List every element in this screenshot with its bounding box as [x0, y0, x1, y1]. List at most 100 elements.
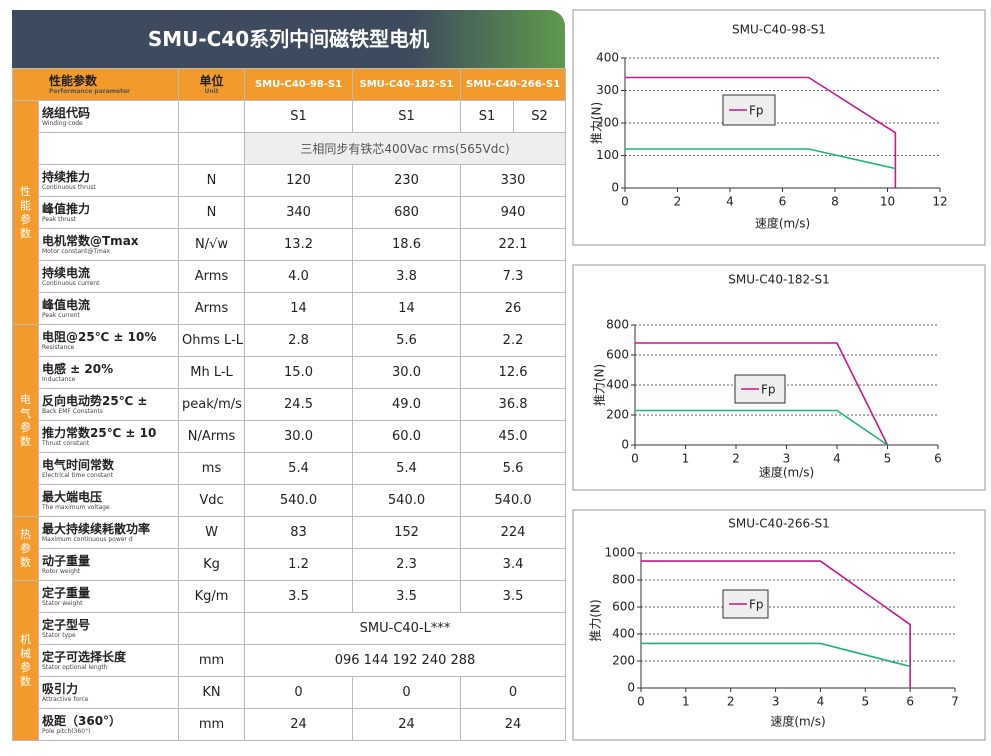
value-cell: 2.8: [244, 324, 354, 357]
y-tick-label: 0: [627, 681, 635, 695]
legend-label: Fp: [761, 383, 776, 397]
unit-text: Ohms L-L: [182, 333, 244, 348]
param-name: 吸引力 Attractive force: [37, 676, 180, 709]
value-cell: 60.0: [352, 420, 462, 453]
label-en: Continuous current: [42, 279, 100, 287]
x-tick-label: 1: [682, 695, 690, 709]
value-cell: 22.1: [460, 228, 567, 261]
x-axis-label: 速度(m/s): [759, 465, 814, 480]
spec-table: SMU-C40系列中间磁铁型电机 性能参数 Performance paramet…: [11, 10, 567, 741]
y-tick-label: 0: [611, 181, 619, 195]
series-line: [641, 560, 911, 688]
unit-text: mm: [198, 717, 225, 732]
unit-cell: N/Arms: [178, 420, 246, 453]
unit-cell: mm: [178, 644, 246, 677]
unit-text: Mh L-L: [190, 365, 233, 380]
x-tick-label: 5: [884, 452, 892, 466]
label-cn: 绕组代码: [42, 105, 91, 120]
x-tick-label: 0: [637, 695, 645, 709]
table-row: 推力常数25℃ ± 10 Thrust constant N/Arms 30.0 60.…: [13, 420, 567, 453]
unit-text: Arms: [194, 269, 229, 284]
x-tick-label: 8: [831, 195, 839, 209]
group-label: 电气参数: [12, 324, 39, 517]
unit-cell: N: [178, 196, 246, 229]
y-axis-label: 推力(N): [593, 364, 607, 406]
value-cell: 15.0: [244, 356, 354, 389]
chart-title: SMU-C40-182-S1: [728, 273, 830, 287]
y-tick-label: 200: [596, 116, 619, 130]
legend-label: Fp: [749, 104, 764, 118]
model-header: SMU-C40-266-S1: [460, 68, 567, 101]
header-row: 性能参数 Performance parameter 单位 Unit SMU-C40-9…: [11, 68, 567, 101]
y-tick-label: 600: [612, 600, 635, 614]
value-cell: 120: [244, 164, 354, 197]
unit-text: Arms: [194, 301, 229, 316]
series-line: [635, 409, 888, 446]
label-en: Maximum continuous power d: [42, 535, 133, 543]
unit-text: KN: [202, 685, 221, 700]
label-en: Thrust constant: [42, 439, 90, 447]
label-en: Attractive force: [42, 695, 89, 703]
param-name: 电机常数@Tmax Motor constant@Tmax: [37, 228, 180, 261]
label-en: Peak current: [42, 311, 80, 319]
value-cell: 4.0: [244, 260, 354, 293]
param-name: 极距（360°） Pole pitch(360°): [37, 708, 180, 741]
label-cn: 峰值电流: [42, 297, 91, 312]
series-line: [641, 642, 911, 668]
unit-text: Kg: [203, 557, 220, 572]
label-en: Electrical time constant: [42, 471, 114, 479]
chart-title: SMU-C40-266-S1: [728, 517, 830, 531]
unit-text: Vdc: [199, 493, 224, 508]
param-name: 峰值电流 Peak current: [37, 292, 180, 325]
y-axis-label: 推力(N): [590, 102, 604, 144]
chart-frame: [572, 509, 986, 741]
label-cn: 最大端电压: [42, 489, 103, 504]
table-row: 动子重量 Rotor weight Kg 1.2 2.3 3.4: [13, 548, 567, 581]
label-cn: 反向电动势25℃ ±: [42, 393, 148, 408]
series-line: [625, 76, 897, 188]
label-cn: 吸引力: [42, 681, 79, 696]
table-row: 吸引力 Attractive force KN 0 0 0: [13, 676, 567, 709]
table-row: 性能参数 绕组代码 Winding code S1 S1 S1 S2: [12, 100, 567, 325]
x-tick-label: 6: [779, 195, 787, 209]
x-tick-label: 0: [631, 452, 639, 466]
x-tick-label: 4: [817, 695, 825, 709]
x-tick-label: 3: [783, 452, 791, 466]
value-cell: 0: [460, 676, 567, 709]
value-cell: 24: [352, 708, 462, 741]
unit-text: N: [206, 205, 217, 220]
y-tick-label: 400: [612, 627, 635, 641]
x-axis-label: 速度(m/s): [755, 216, 810, 231]
table-row: 电机常数@Tmax Motor constant@Tmax N/√w 13.2 18.6…: [13, 228, 567, 261]
table-row: 机械参数 定子重量 Stator weight Kg/m 3.5 3.5 3.5: [12, 580, 567, 741]
value-cell: SMU-C40-L***: [244, 612, 567, 645]
value-cell: 5.6: [460, 452, 567, 485]
value-cell: 83: [244, 516, 354, 549]
value-cell: 45.0: [460, 420, 567, 453]
label-cn: 推力常数25℃ ± 10: [42, 425, 157, 440]
value-cell: 5.4: [244, 452, 354, 485]
value-cell: 5.6: [352, 324, 462, 357]
table-row: 最大端电压 The maximum voltage Vdc 540.0 540.0 540…: [13, 484, 567, 517]
param-name: 持续电流 Continuous current: [37, 260, 180, 293]
label-cn: 定子型号: [42, 617, 91, 632]
table: 性能参数 Performance parameter 单位 Unit SMU-C40-9…: [11, 68, 567, 741]
value-cell: 26: [460, 292, 567, 325]
unit-text: N: [206, 173, 217, 188]
param-name: 定子型号 Stator type: [37, 612, 180, 645]
y-tick-label: 800: [606, 318, 629, 332]
label-cn: 定子可选择长度: [42, 649, 127, 664]
label-en: Resistance: [42, 343, 75, 351]
label-en: Pole pitch(360°): [42, 727, 91, 735]
label-en: Motor constant@Tmax: [42, 247, 111, 255]
param-name: 定子重量 Stator weight: [37, 580, 180, 613]
value-cell: 680: [352, 196, 462, 229]
value-cell: S1: [460, 100, 515, 133]
unit-cell: Kg: [178, 548, 246, 581]
chart-frame: [572, 9, 986, 246]
model-header: SMU-C40-182-S1: [352, 68, 462, 101]
label-en: Winding code: [42, 119, 83, 127]
x-tick-label: 6: [906, 695, 914, 709]
